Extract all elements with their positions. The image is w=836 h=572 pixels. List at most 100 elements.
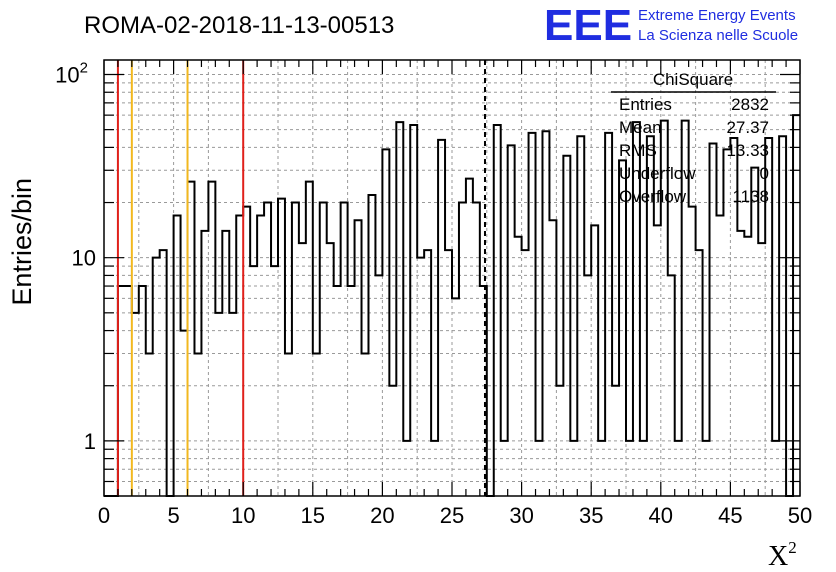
histogram-bar <box>445 250 452 496</box>
x-tick-label: 45 <box>718 503 742 528</box>
histogram-bar <box>271 266 278 496</box>
histogram-bar <box>619 160 626 496</box>
brand-line-1: Extreme Energy Events <box>638 7 796 24</box>
y-tick-label: 1 <box>84 429 96 454</box>
histogram-bar <box>417 258 424 496</box>
stats-label: Underflow <box>619 164 696 183</box>
histogram-bar <box>368 195 375 496</box>
histogram-bar <box>424 250 431 496</box>
stats-value: 27.37 <box>726 118 769 137</box>
histogram-outline <box>104 114 800 497</box>
histogram-bar <box>292 203 299 496</box>
histogram-bar <box>327 243 334 496</box>
histogram-bar <box>118 286 125 496</box>
histogram-bar <box>341 203 348 496</box>
x-tick-label: 10 <box>231 503 255 528</box>
histogram-bar <box>710 144 717 496</box>
x-tick-label: 30 <box>509 503 533 528</box>
histogram-bar <box>549 220 556 496</box>
x-tick-label: 25 <box>440 503 464 528</box>
histogram-bar <box>132 313 139 496</box>
histogram-bar <box>285 353 292 496</box>
marker-lines <box>116 60 486 496</box>
x-tick-label: 40 <box>649 503 673 528</box>
histogram-bar <box>320 203 327 496</box>
y-tick-label: 10 <box>72 246 96 271</box>
histogram-bars <box>104 114 800 497</box>
histogram-bar <box>250 266 257 496</box>
histogram-bar <box>723 149 730 496</box>
x-tick-label: 0 <box>98 503 110 528</box>
stats-label: RMS <box>619 141 657 160</box>
stats-value: 0 <box>760 164 769 183</box>
histogram-bar <box>689 207 696 496</box>
histogram-bar <box>452 298 459 496</box>
histogram-bar <box>779 136 786 496</box>
histogram-bar <box>229 313 236 496</box>
histogram-bar <box>563 156 570 496</box>
x-tick-label: 35 <box>579 503 603 528</box>
x-tick-label: 20 <box>370 503 394 528</box>
histogram-bar <box>480 286 487 496</box>
histogram-bar <box>522 250 529 496</box>
histogram-bar <box>605 133 612 496</box>
histogram-bar <box>222 231 229 496</box>
histogram-bar <box>466 179 473 496</box>
stats-value: 2832 <box>731 95 769 114</box>
x-tick-label: 15 <box>301 503 325 528</box>
histogram-bar <box>243 207 250 496</box>
axis-ticks <box>103 60 801 497</box>
histogram-bar <box>362 353 369 496</box>
histogram-bar <box>473 203 480 496</box>
histogram-bar <box>348 286 355 496</box>
histogram-bar <box>264 203 271 496</box>
histogram-bar <box>160 250 167 496</box>
stats-box: ChiSquare Entries 2832 Mean 27.37 RMS 13.33 Un… <box>611 70 776 206</box>
histogram-bar <box>139 286 146 496</box>
histogram-bar <box>153 258 160 496</box>
histogram-bar <box>696 250 703 496</box>
x-tick-labels: 0 5 10 15 20 25 30 35 40 45 50 <box>98 503 812 528</box>
histogram-bar <box>438 140 445 496</box>
svg-text:EEE: EEE <box>544 1 632 50</box>
histogram-bar <box>201 231 208 496</box>
brand-line-2: La Scienza nelle Scuole <box>638 27 798 44</box>
x-axis-label: X2 <box>768 538 797 572</box>
histogram-bar <box>125 286 132 496</box>
stats-title: ChiSquare <box>653 70 733 89</box>
histogram-bar <box>181 331 188 496</box>
y-axis-label: Entries/bin <box>7 178 37 306</box>
stats-value: 1138 <box>732 187 769 206</box>
histogram-bar <box>215 313 222 496</box>
histogram-bar <box>355 220 362 496</box>
histogram-bar <box>194 353 201 496</box>
x-tick-label: 50 <box>788 503 812 528</box>
histogram-bar <box>146 353 153 496</box>
x-tick-label: 5 <box>167 503 179 528</box>
histogram-bar <box>751 168 758 496</box>
eee-logo: EEE <box>544 1 632 50</box>
histogram-bar <box>278 199 285 496</box>
histogram-bar <box>459 203 466 496</box>
histogram-bar <box>396 122 403 496</box>
histogram-bar <box>382 149 389 496</box>
histogram-bar <box>758 243 765 496</box>
histogram-bar <box>577 136 584 496</box>
histogram-bar <box>793 115 800 496</box>
chart-title: ROMA-02-2018-11-13-00513 <box>84 12 394 39</box>
stats-label: Entries <box>619 95 672 114</box>
histogram-bar <box>529 133 536 496</box>
stats-label: Overflow <box>619 187 687 206</box>
y-tick-labels: 1 10 102 <box>55 60 96 454</box>
histogram-bar <box>299 243 306 496</box>
stats-value: 13.33 <box>726 141 769 160</box>
histogram-bar <box>737 231 744 496</box>
histogram-bar <box>508 145 515 496</box>
histogram-bar <box>494 125 501 496</box>
histogram-bar <box>334 286 341 496</box>
y-tick-label: 102 <box>55 60 88 88</box>
histogram-bar <box>313 353 320 496</box>
histogram-bar <box>410 125 417 496</box>
stats-label: Mean <box>619 118 662 137</box>
